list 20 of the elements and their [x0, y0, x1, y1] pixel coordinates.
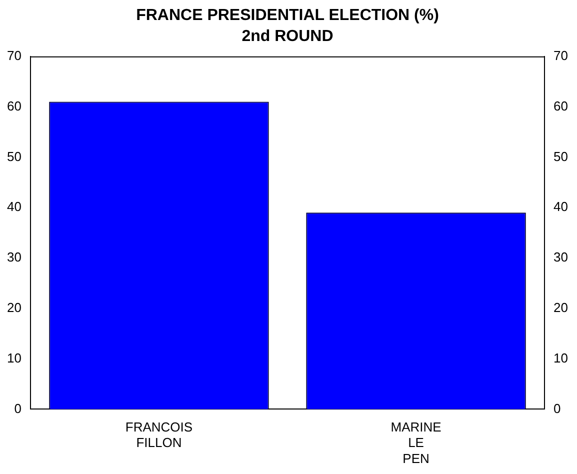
x-tick-label: MARINE LE PEN — [390, 420, 442, 466]
y-tick-label: 70 — [6, 48, 22, 63]
y2-tick-label: 60 — [554, 98, 568, 114]
y2-tick-label: 0 — [554, 400, 561, 416]
y2-tick-label: 10 — [554, 350, 568, 366]
chart-title: FRANCE PRESIDENTIAL ELECTION (%) — [136, 7, 439, 24]
y-tick-label: 10 — [6, 350, 22, 366]
y-tick-label: 50 — [6, 148, 22, 164]
y-tick-label: 0 — [14, 400, 22, 416]
y2-tick-label: 70 — [554, 48, 568, 63]
y-tick-label: 60 — [6, 98, 22, 114]
y2-tick-label: 30 — [554, 250, 568, 265]
y-tick-label: 30 — [6, 250, 22, 265]
y-tick-label: 40 — [6, 199, 22, 214]
y2-tick-label: 40 — [554, 199, 568, 214]
y-tick-label: 20 — [6, 300, 22, 315]
y2-tick-label: 20 — [554, 300, 568, 315]
chart-subtitle: 2nd ROUND — [242, 28, 334, 46]
y2-tick-label: 50 — [554, 148, 568, 164]
x-tick-label: FRANCOIS FILLON — [125, 420, 193, 450]
